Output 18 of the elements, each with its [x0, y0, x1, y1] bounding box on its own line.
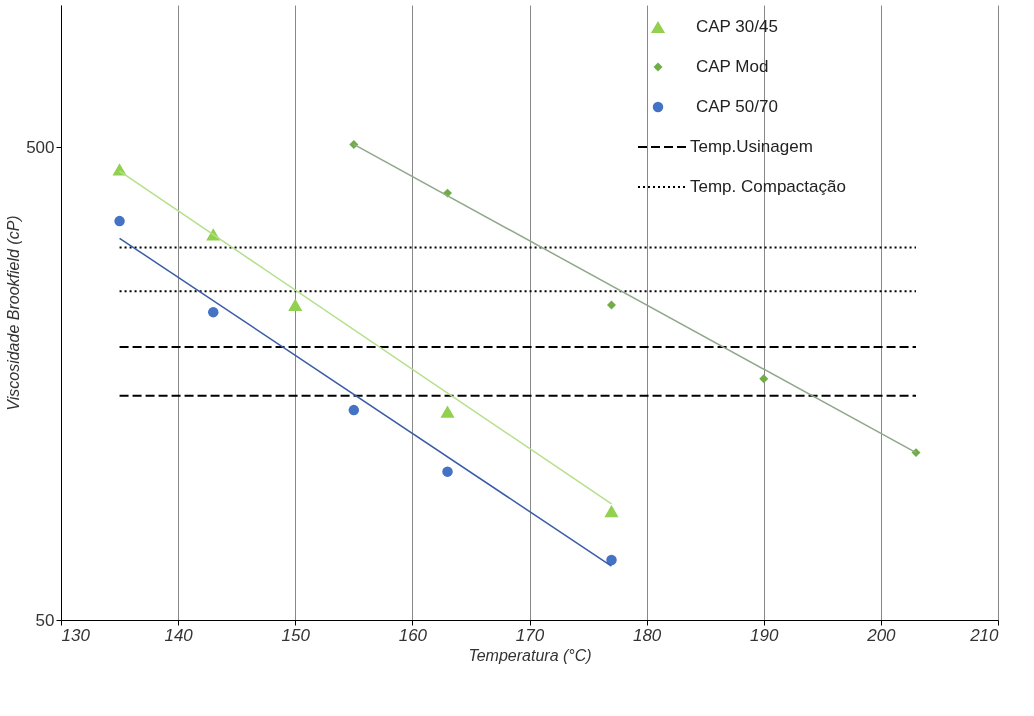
y-tick-label: 500 [26, 137, 55, 157]
x-tick-label: 140 [164, 625, 194, 645]
x-tick-label: 170 [515, 625, 545, 645]
x-tick-label: 160 [398, 625, 428, 645]
legend-label: Temp.Usinagem [690, 137, 813, 156]
y-tick-label: 50 [35, 610, 55, 630]
x-tick-label: 210 [969, 625, 1000, 645]
legend-label: Temp. Compactação [690, 177, 846, 196]
x-tick-label: 200 [866, 625, 897, 645]
x-tick-label: 150 [281, 625, 311, 645]
x-axis-title: Temperatura (°C) [468, 646, 592, 664]
legend-label: CAP 30/45 [696, 17, 778, 36]
y-axis-title: Viscosidade Brookfield (cP) [5, 215, 23, 411]
x-tick-label: 180 [632, 625, 662, 645]
x-tick-label: 190 [750, 625, 779, 645]
x-tick-label: 130 [61, 625, 91, 645]
legend-label: CAP Mod [696, 57, 769, 76]
legend-label: CAP 50/70 [696, 97, 778, 116]
